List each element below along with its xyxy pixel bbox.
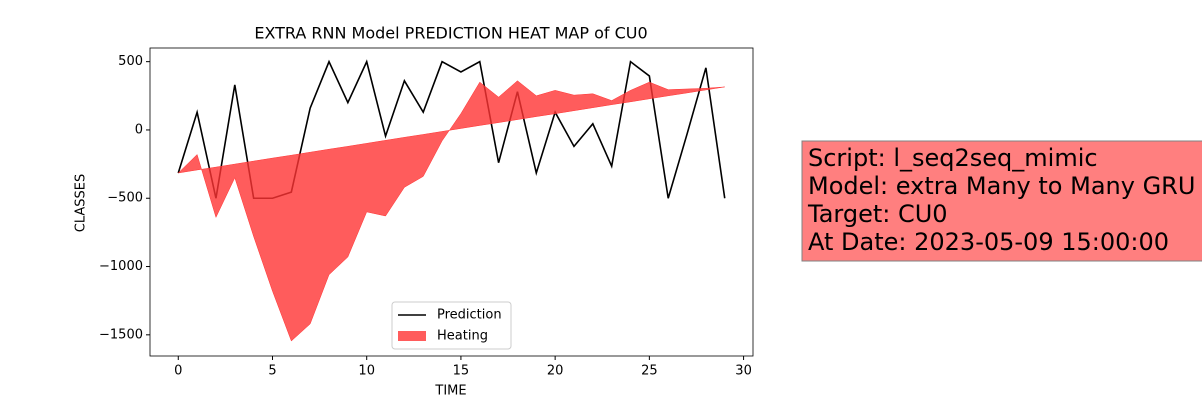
heating-area: [177, 80, 725, 342]
x-tick-label: 25: [641, 364, 658, 379]
annotation-box: [801, 140, 1202, 262]
legend: Prediction Heating: [391, 301, 512, 350]
legend-swatch: [398, 331, 426, 341]
legend-label: Prediction: [437, 308, 502, 323]
plot-frame: [149, 47, 754, 357]
annotation-line: Target: CU0: [807, 200, 948, 228]
chart-title: EXTRA RNN Model PREDICTION HEAT MAP of C…: [254, 24, 647, 43]
y-tick-label: 500: [118, 54, 143, 69]
x-tick-label: 15: [453, 364, 470, 379]
annotation-line: Script: l_seq2seq_mimic: [808, 144, 1098, 172]
x-tick-label: 5: [268, 364, 276, 379]
y-axis-label: CLASSES: [74, 174, 89, 232]
x-tick-label: 10: [358, 364, 375, 379]
x-tick-label: 20: [547, 364, 564, 379]
x-tick-label: 0: [174, 364, 182, 379]
legend-label: Heating: [437, 329, 488, 344]
x-tick-label: 30: [735, 364, 752, 379]
y-tick-label: −1500: [99, 327, 143, 342]
y-tick-label: 0: [135, 122, 143, 137]
annotation-line: Model: extra Many to Many GRU: [808, 172, 1195, 200]
y-tick-label: −1000: [99, 259, 143, 274]
x-axis-label: TIME: [434, 384, 466, 399]
annotation-line: At Date: 2023-05-09 15:00:00: [808, 228, 1169, 256]
y-tick-label: −500: [107, 191, 143, 206]
